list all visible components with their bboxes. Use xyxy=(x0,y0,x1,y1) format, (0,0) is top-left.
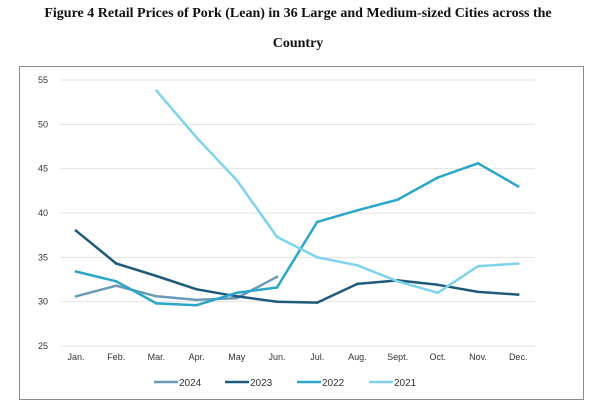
x-tick-label: Mar. xyxy=(148,352,166,362)
series-line-2021 xyxy=(155,89,520,295)
data-point-2023-0 xyxy=(74,229,78,233)
y-tick-label: 35 xyxy=(38,252,48,262)
legend-label-2024: 2024 xyxy=(179,378,202,389)
x-tick-label: Dec. xyxy=(509,352,528,362)
legend-label-2023: 2023 xyxy=(250,378,273,389)
chart-frame xyxy=(19,66,584,400)
data-point-2024-2 xyxy=(155,295,158,298)
data-point-2022-10 xyxy=(476,162,480,165)
x-tick-label: Apr. xyxy=(189,352,205,362)
y-tick-label: 45 xyxy=(38,164,48,174)
series-line-2024 xyxy=(74,275,279,302)
gridlines xyxy=(60,79,535,347)
x-tick-label: Jan. xyxy=(67,352,84,362)
series-line-2023 xyxy=(74,229,520,304)
data-point-2021-7 xyxy=(356,264,359,267)
data-point-2022-5 xyxy=(275,286,279,289)
data-point-2021-11 xyxy=(516,262,520,265)
x-tick-label: Oct. xyxy=(430,352,447,362)
data-point-2024-3 xyxy=(195,298,198,302)
x-tick-label: Jul. xyxy=(310,352,324,362)
y-tick-label: 30 xyxy=(38,297,48,307)
data-point-2023-6 xyxy=(315,301,319,304)
x-tick-label: Nov. xyxy=(469,352,487,362)
y-tick-label: 40 xyxy=(38,208,48,218)
y-tick-label: 50 xyxy=(38,119,48,129)
data-point-2024-0 xyxy=(74,295,78,298)
x-tick-label: May xyxy=(228,352,246,362)
data-point-2022-7 xyxy=(356,209,359,212)
data-point-2022-4 xyxy=(235,291,239,295)
data-point-2023-3 xyxy=(195,287,198,291)
data-point-2022-1 xyxy=(114,279,118,283)
legend-label-2022: 2022 xyxy=(322,378,345,389)
legend: 2024 2023 2022 2021 xyxy=(154,378,417,389)
data-point-2022-6 xyxy=(315,220,319,224)
x-tick-label: Sept. xyxy=(387,352,408,362)
data-point-2023-7 xyxy=(356,282,359,286)
x-tick-label: Jun. xyxy=(268,352,285,362)
data-point-2022-2 xyxy=(155,302,158,305)
data-point-2021-8 xyxy=(396,279,399,283)
series-line-2022 xyxy=(74,162,520,307)
data-point-2023-5 xyxy=(275,300,279,303)
data-point-2021-2 xyxy=(155,89,158,92)
x-axis-ticks: Jan. Feb. Mar. Apr. May Jun. Jul. Aug. Sept. Oct.… xyxy=(67,352,527,362)
data-point-2021-4 xyxy=(235,178,239,182)
chart-title-line-2: Country xyxy=(272,36,324,51)
series-lines xyxy=(74,89,520,307)
y-tick-label: 25 xyxy=(38,341,48,351)
y-axis-ticks: 25 30 35 40 45 50 55 xyxy=(38,75,48,351)
data-point-2023-10 xyxy=(476,290,480,294)
data-point-2021-3 xyxy=(195,136,198,139)
data-point-2023-4 xyxy=(235,295,239,298)
data-point-2021-6 xyxy=(315,256,319,259)
chart-title-line-1: Figure 4 Retail Prices of Pork (Lean) in… xyxy=(44,6,552,21)
data-point-2023-9 xyxy=(436,283,440,287)
y-tick-label: 55 xyxy=(38,75,48,85)
data-point-2023-1 xyxy=(114,262,118,265)
data-point-2022-8 xyxy=(396,198,399,201)
data-point-2022-9 xyxy=(436,176,440,179)
data-point-2022-3 xyxy=(195,303,198,307)
x-tick-label: Feb. xyxy=(107,352,125,362)
x-tick-label: Aug. xyxy=(348,352,367,362)
data-point-2024-5 xyxy=(275,275,279,279)
data-point-2021-5 xyxy=(275,235,279,239)
data-point-2021-9 xyxy=(436,291,440,295)
data-point-2023-11 xyxy=(516,293,520,296)
legend-label-2021: 2021 xyxy=(394,378,417,389)
data-point-2022-11 xyxy=(516,185,520,188)
data-point-2021-10 xyxy=(476,264,480,268)
data-point-2024-1 xyxy=(114,284,118,288)
data-point-2022-0 xyxy=(74,270,78,273)
data-point-2023-2 xyxy=(155,274,158,278)
